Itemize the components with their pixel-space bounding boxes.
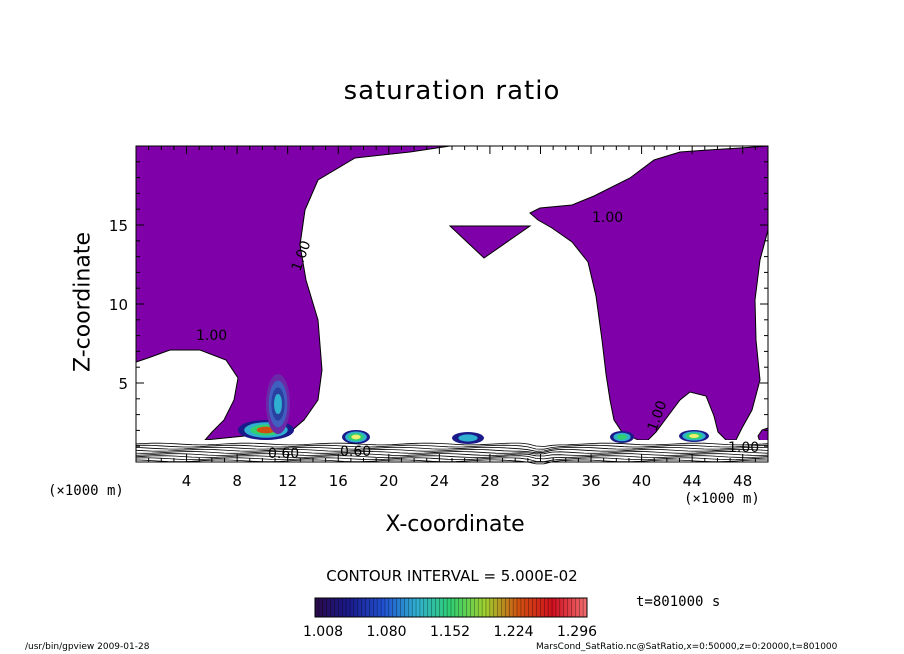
contour-interval-text: CONTOUR INTERVAL = 5.000E-02 [326, 567, 578, 585]
contour-label-5: 0.60 [268, 446, 299, 462]
surface-contour-5 [135, 453, 769, 457]
surface-contour-6 [135, 455, 769, 460]
x-tick-label: 16 [329, 472, 348, 490]
contour-label-4: 1.00 [728, 440, 759, 456]
hotspot-0-level-3 [256, 426, 276, 434]
surface-contour-4 [135, 451, 769, 455]
contour-label-6: 0.60 [340, 444, 371, 460]
hotspot-1-level-3 [274, 394, 282, 414]
fill-region-triangle [448, 225, 532, 259]
colorbar-labels: 1.008 1.080 1.152 1.224 1.296 [303, 624, 597, 640]
colorbar-label: 1.008 [303, 624, 343, 640]
contour-label-2: 1.00 [592, 210, 623, 226]
contour-label-0: 1.00 [196, 328, 227, 344]
y-axis-ticks: 5 10 15 [109, 161, 768, 447]
x-tick-label: 4 [182, 472, 192, 490]
footer-program-date: /usr/bin/gpview 2009-01-28 [25, 642, 150, 652]
x-axis-unit-right: (×1000 m) [684, 491, 760, 507]
x-tick-label: 20 [379, 472, 398, 490]
y-tick-label: 5 [118, 375, 128, 393]
x-tick-label: 32 [531, 472, 550, 490]
colorbar-label: 1.296 [557, 624, 597, 640]
footer-data-source: MarsCond_SatRatio.nc@SatRatio,x=0:50000,… [536, 642, 838, 652]
colorbar-stripes [318, 598, 584, 617]
x-axis-unit-left: (×1000 m) [48, 483, 124, 499]
surface-contour-1 [135, 444, 769, 450]
x-tick-label: 8 [232, 472, 242, 490]
x-axis-ticks: 4 8 12 16 20 24 28 32 36 40 44 48 [148, 146, 756, 490]
y-tick-label: 10 [109, 296, 128, 314]
x-tick-label: 12 [278, 472, 297, 490]
surface-contour-2 [135, 446, 769, 452]
x-tick-label: 36 [581, 472, 600, 490]
hotspot-2-level-3 [351, 434, 361, 440]
colorbar-label: 1.224 [493, 624, 533, 640]
x-tick-label: 40 [632, 472, 651, 490]
time-label: t=801000 s [636, 594, 721, 610]
x-tick-label: 44 [683, 472, 702, 490]
surface-contour-3 [135, 448, 769, 454]
x-axis-label: X-coordinate [385, 512, 525, 537]
surface-contour-7 [135, 457, 769, 463]
x-tick-label: 48 [733, 472, 752, 490]
hotspot-3-level-1 [458, 434, 478, 442]
y-tick-label: 15 [109, 217, 128, 235]
colorbar-label: 1.080 [366, 624, 406, 640]
colorbar-label: 1.152 [430, 624, 470, 640]
hotspot-4-level-2 [616, 434, 628, 440]
x-tick-label: 28 [480, 472, 499, 490]
hotspot-5-level-3 [689, 434, 699, 438]
high-saturation-hotspots [238, 374, 709, 444]
surface-contour-0 [135, 442, 769, 447]
chart-title: saturation ratio [343, 76, 561, 106]
x-tick-label: 24 [430, 472, 449, 490]
supersaturation-fill-region [135, 145, 769, 462]
